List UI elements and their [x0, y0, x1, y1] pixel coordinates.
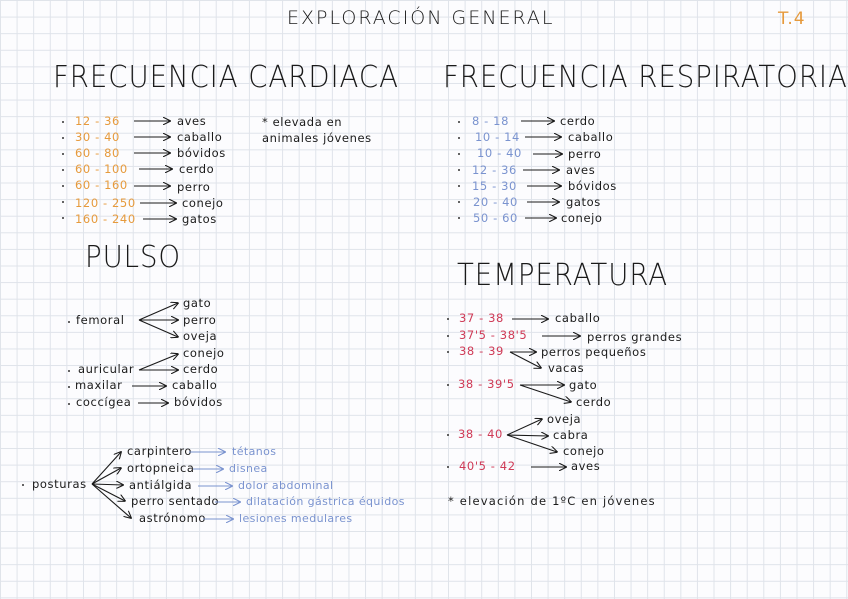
- pulso-target: conejo: [183, 346, 225, 360]
- page-title: EXPLORACIÓN GENERAL: [287, 7, 555, 29]
- temperatura-range: 38 - 40: [458, 427, 503, 441]
- cardiaca-range: 12 - 36: [75, 114, 120, 128]
- temperatura-range: 38 - 39'5: [458, 377, 515, 391]
- pulso-target: bóvidos: [174, 395, 223, 409]
- respiratoria-range: 20 - 40: [473, 195, 518, 209]
- cardiaca-animal: cerdo: [179, 162, 215, 176]
- cardiaca-range: 60 - 80: [75, 146, 120, 160]
- temperatura-animal: perros grandes: [587, 330, 683, 344]
- pulso-target: oveja: [183, 329, 218, 343]
- cardiaca-heading: FRECUENCIA CARDIACA: [53, 60, 399, 95]
- respiratoria-range: 10 - 14: [475, 130, 520, 144]
- cardiaca-animal: caballo: [177, 130, 223, 144]
- respiratoria-range: 50 - 60: [473, 211, 518, 225]
- temperatura-range: 37'5 - 38'5: [459, 328, 528, 342]
- respiratoria-heading: FRECUENCIA RESPIRATORIA: [443, 60, 848, 95]
- temperatura-animal: aves: [571, 459, 601, 473]
- temperatura-range: 38 - 39: [459, 344, 504, 358]
- respiratoria-range: 15 - 30: [472, 179, 517, 193]
- postura-meaning: disnea: [229, 462, 268, 475]
- pulso-coccigea-label: coccígea: [76, 395, 132, 409]
- pulso-target: perro: [183, 313, 217, 327]
- temperatura-range: 37 - 38: [459, 311, 504, 325]
- pulso-femoral-label: femoral: [76, 313, 125, 327]
- cardiaca-animal: aves: [177, 114, 207, 128]
- pulso-maxilar-label: maxilar: [75, 378, 123, 392]
- postura-name: perro sentado: [131, 494, 220, 508]
- temperatura-animal: vacas: [548, 361, 585, 375]
- cardiaca-note: * elevada en animales jóvenes: [262, 115, 372, 145]
- postura-name: antiálgida: [129, 478, 193, 492]
- cardiaca-range: 60 - 160: [75, 178, 128, 192]
- respiratoria-animal: caballo: [568, 130, 614, 144]
- pulso-target: caballo: [172, 378, 218, 392]
- postura-meaning: dilatación gástrica équidos: [246, 495, 405, 508]
- temperatura-note: * elevación de 1ºC en jóvenes: [448, 494, 656, 508]
- cardiaca-animal: gatos: [182, 212, 217, 226]
- respiratoria-range: 12 - 36: [472, 163, 517, 177]
- temperatura-range: 40'5 - 42: [459, 459, 516, 473]
- cardiaca-animal: conejo: [182, 196, 224, 210]
- cardiaca-range: 160 - 240: [75, 212, 136, 226]
- cardiaca-range: 30 - 40: [75, 130, 120, 144]
- postura-meaning: tétanos: [232, 445, 277, 458]
- postura-meaning: lesiones medulares: [239, 512, 353, 525]
- temperatura-animal: cabra: [553, 428, 589, 442]
- temperatura-heading: TEMPERATURA: [457, 258, 669, 293]
- postura-name: ortopneica: [127, 461, 195, 475]
- cardiaca-range: 120 - 250: [75, 196, 136, 210]
- postura-meaning: dolor abdominal: [238, 479, 334, 492]
- postura-name: carpintero: [127, 444, 192, 458]
- cardiaca-animal: perro: [177, 180, 211, 194]
- respiratoria-range: 8 - 18: [472, 114, 510, 128]
- temperatura-animal: cerdo: [576, 395, 612, 409]
- temperatura-animal: oveja: [547, 412, 582, 426]
- temperatura-animal: perros pequeños: [541, 345, 647, 359]
- cardiaca-animal: bóvidos: [177, 146, 226, 160]
- temperatura-animal: gato: [569, 378, 598, 392]
- posturas-label: posturas: [32, 477, 87, 491]
- cardiaca-range: 60 - 100: [75, 162, 128, 176]
- temperatura-animal: caballo: [555, 311, 601, 325]
- pulso-target: gato: [183, 296, 212, 310]
- page-tag: T.4: [778, 9, 806, 29]
- temperatura-animal: conejo: [563, 444, 605, 458]
- pulso-target: cerdo: [183, 362, 219, 376]
- respiratoria-animal: cerdo: [560, 114, 596, 128]
- pulso-heading: PULSO: [85, 240, 182, 275]
- respiratoria-animal: perro: [568, 147, 602, 161]
- pulso-auricular-label: auricular: [78, 362, 135, 376]
- respiratoria-animal: gatos: [566, 195, 601, 209]
- respiratoria-animal: aves: [566, 163, 596, 177]
- respiratoria-animal: bóvidos: [568, 179, 617, 193]
- respiratoria-range: 10 - 40: [477, 146, 522, 160]
- respiratoria-animal: conejo: [561, 211, 603, 225]
- postura-name: astrónomo: [139, 511, 207, 525]
